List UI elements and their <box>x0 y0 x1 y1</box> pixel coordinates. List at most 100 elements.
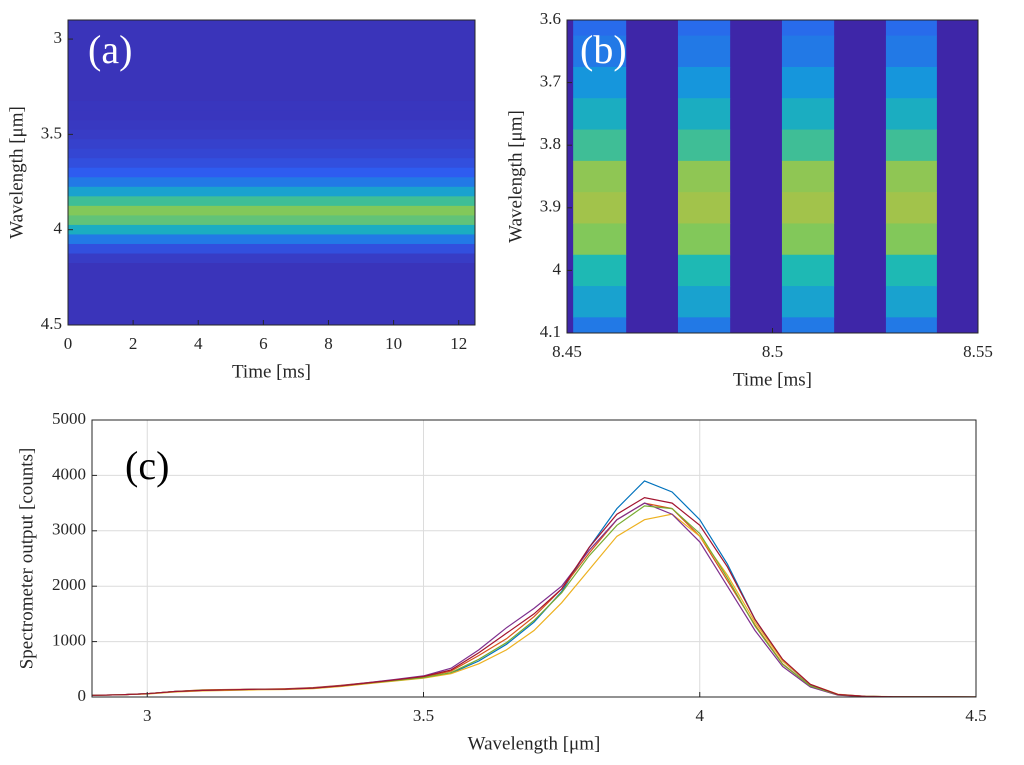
heat-cell <box>68 120 475 131</box>
heat-cell <box>68 158 475 169</box>
y-axis-label: Wavelength [μm] <box>505 110 526 243</box>
heat-cell <box>885 35 937 68</box>
heat-cell <box>68 129 475 140</box>
heat-cell <box>677 98 731 131</box>
heat-cell <box>573 160 627 193</box>
y-tick-label: 3.7 <box>540 72 562 91</box>
y-axis-label: Wavelength [μm] <box>6 106 27 239</box>
heat-cell <box>68 253 475 264</box>
x-tick-label: 8.5 <box>762 342 783 361</box>
axes-box <box>91 419 977 698</box>
heat-cell <box>885 66 937 99</box>
x-axis-label: Time [ms] <box>733 369 812 390</box>
y-tick-label: 3.8 <box>540 134 561 153</box>
heat-cell <box>677 192 731 224</box>
heat-cell <box>573 254 627 287</box>
y-tick-label: 4.1 <box>540 322 561 341</box>
heat-cell <box>68 167 475 178</box>
y-tick-label: 5000 <box>52 409 86 428</box>
axes-box <box>67 19 476 326</box>
heat-cell <box>573 286 627 318</box>
heat-cell <box>68 20 475 26</box>
heat-cell <box>573 223 627 256</box>
x-tick-label: 12 <box>450 334 467 353</box>
x-axis-label: Time [ms] <box>232 361 311 382</box>
y-tick-label: 4000 <box>52 464 86 483</box>
x-tick-label: 10 <box>385 334 402 353</box>
y-tick-label: 3.9 <box>540 197 561 216</box>
y-tick-label: 3 <box>54 28 63 47</box>
heat-cell <box>781 223 835 256</box>
heat-cell <box>677 129 731 162</box>
heat-cell <box>677 286 731 318</box>
heat-cell <box>677 35 731 68</box>
heat-cell <box>68 177 475 188</box>
x-tick-label: 4.5 <box>965 706 986 725</box>
y-tick-label: 3.6 <box>540 9 561 28</box>
heat-cell <box>781 254 835 287</box>
x-tick-label: 4 <box>696 706 705 725</box>
heat-cell <box>781 192 835 224</box>
heat-cell <box>573 129 627 162</box>
heat-cell <box>68 243 475 255</box>
heat-cell <box>885 317 937 333</box>
heat-cell <box>677 160 731 193</box>
y-tick-label: 2000 <box>52 575 86 594</box>
heat-cell <box>68 81 475 92</box>
x-tick-label: 6 <box>259 334 268 353</box>
heat-cell <box>885 129 937 162</box>
heat-cell <box>885 20 937 37</box>
heat-cell <box>68 24 475 35</box>
heat-cell <box>885 254 937 287</box>
x-tick-label: 3.5 <box>413 706 434 725</box>
heat-cell <box>68 196 475 207</box>
heat-cell <box>573 35 627 68</box>
heat-cell <box>885 192 937 224</box>
heat-cell <box>781 35 835 68</box>
panel-label: (b) <box>580 27 627 72</box>
panel-label: (c) <box>125 443 169 488</box>
heat-cell <box>677 254 731 287</box>
heat-cell <box>781 66 835 99</box>
heat-cell <box>781 160 835 193</box>
heat-cell <box>68 320 475 325</box>
heat-cell <box>573 317 627 333</box>
y-tick-label: 3.5 <box>41 123 62 142</box>
heat-cell <box>781 98 835 131</box>
x-tick-label: 2 <box>129 334 138 353</box>
panel-label: (a) <box>88 27 132 72</box>
heat-cell <box>781 20 835 37</box>
heat-cell <box>677 317 731 333</box>
y-tick-label: 0 <box>78 686 87 705</box>
heat-cell <box>677 20 731 37</box>
heat-cell <box>677 66 731 99</box>
x-tick-label: 3 <box>143 706 152 725</box>
y-axis-label: Spectrometer output [counts] <box>16 448 37 670</box>
x-tick-label: 8 <box>324 334 333 353</box>
y-tick-label: 1000 <box>52 631 86 650</box>
heat-cell <box>68 101 475 112</box>
y-tick-label: 4.5 <box>41 314 62 333</box>
heat-cell <box>68 263 475 274</box>
heat-cell <box>677 223 731 256</box>
heat-cell <box>68 282 475 293</box>
heat-cell <box>68 91 475 102</box>
spectrum-line <box>92 496 976 697</box>
heat-cell <box>68 72 475 83</box>
heat-cell <box>68 139 475 150</box>
heat-cell <box>68 186 475 197</box>
heat-cell <box>68 272 475 283</box>
heat-cell <box>885 98 937 131</box>
heat-cell <box>885 223 937 256</box>
heat-cell <box>68 234 475 245</box>
heat-cell <box>68 148 475 159</box>
y-tick-label: 4 <box>54 219 63 238</box>
x-tick-label: 0 <box>64 334 73 353</box>
heat-cell <box>68 43 475 54</box>
y-tick-label: 3000 <box>52 520 86 539</box>
heat-cell <box>68 62 475 73</box>
plot-area <box>92 420 976 697</box>
heat-cell <box>68 110 475 121</box>
heat-cell <box>573 192 627 224</box>
